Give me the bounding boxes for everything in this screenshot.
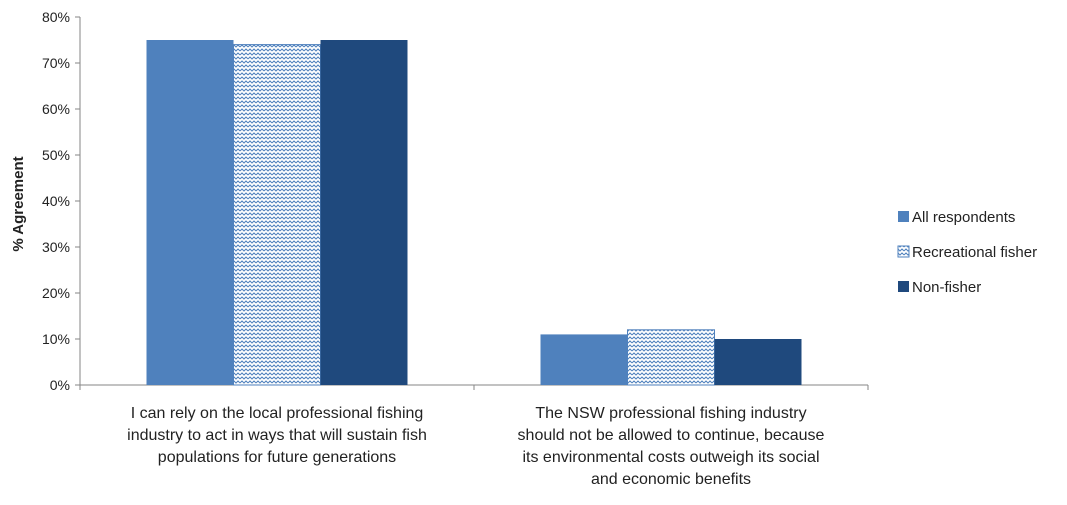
bar-non-fisher [714,339,802,385]
y-tick-label: 70% [42,55,70,71]
y-tick-label: 30% [42,239,70,255]
y-tick-label: 80% [42,9,70,25]
legend-swatch [898,281,909,292]
bar-recreational-fisher [233,44,321,386]
x-category-label: The NSW professional fishing industry sho… [518,405,825,488]
bar-non-fisher [320,40,408,385]
legend-label: Non-fisher [912,279,981,296]
x-category-label: I can rely on the local professional fis… [127,405,427,466]
y-tick-label: 20% [42,285,70,301]
x-category-line: its environmental costs outweigh its soc… [522,449,819,466]
x-category-line: populations for future generations [158,449,396,466]
bar-all-respondents [540,334,628,385]
x-category-line: should not be allowed to continue, becau… [518,427,825,444]
legend-swatch [898,211,909,222]
y-tick-label: 0% [50,377,70,393]
legend-label: Recreational fisher [912,244,1037,261]
y-tick-label: 10% [42,331,70,347]
legend: All respondents Recreational fisher Non-fi… [897,209,1037,296]
plot-area: 0% 10% 20% 30% 40% 50% 60% 70% 80% I can rely on … [42,9,869,488]
x-category-line: and economic benefits [591,471,751,488]
y-tick-label: 50% [42,147,70,163]
bar-all-respondents [146,40,234,385]
bar-recreational-fisher [627,329,715,386]
x-category-line: The NSW professional fishing industry [535,405,806,422]
legend-swatch [897,245,910,258]
y-tick-label: 60% [42,101,70,117]
y-tick-label: 40% [42,193,70,209]
x-category-line: industry to act in ways that will sustai… [127,427,427,444]
legend-label: All respondents [912,209,1015,226]
x-category-line: I can rely on the local professional fis… [131,405,424,422]
y-axis-label: % Agreement [10,156,27,251]
